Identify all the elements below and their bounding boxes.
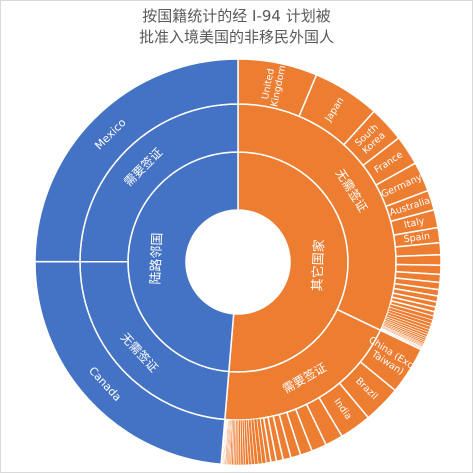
center-hole bbox=[186, 210, 290, 314]
segment-segment-segment-9-segment bbox=[395, 253, 442, 266]
segment-segment-segment-mexico bbox=[34, 58, 239, 263]
label-segment-segment-italy: Italy bbox=[403, 216, 426, 231]
label-segment: 陆路邻国 bbox=[147, 232, 165, 285]
label-segment-segment-spain: Spain bbox=[403, 231, 431, 245]
chart-title: 按国籍统计的经 I-94 计划被 批准入境美国的非移民外国人 bbox=[0, 6, 473, 48]
label-segment: 其它国家 bbox=[309, 239, 327, 292]
chart-title-line-2: 批准入境美国的非移民外国人 bbox=[138, 28, 334, 46]
chart-title-line-1: 按国籍统计的经 I-94 计划被 bbox=[142, 7, 331, 25]
